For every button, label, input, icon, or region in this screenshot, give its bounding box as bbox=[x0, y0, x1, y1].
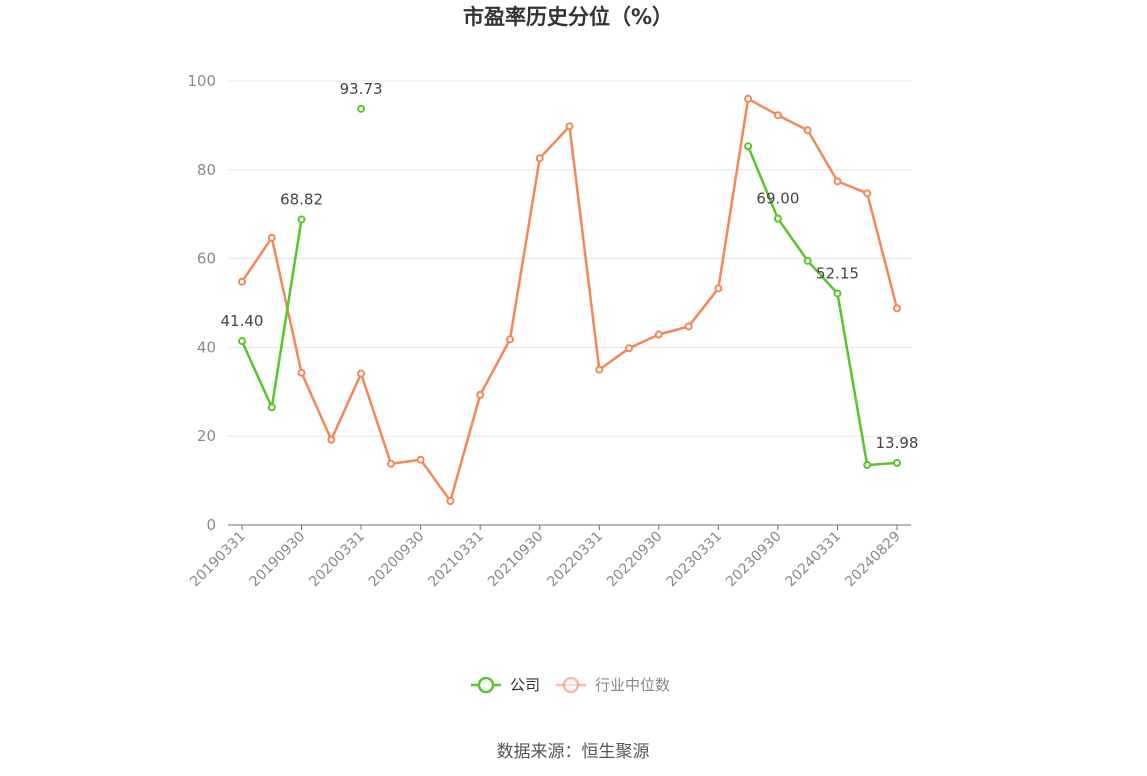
data-point bbox=[803, 256, 812, 265]
data-point bbox=[595, 365, 604, 374]
data-point bbox=[863, 189, 872, 198]
data-point bbox=[684, 322, 693, 331]
data-point bbox=[476, 390, 485, 399]
legend[interactable]: 公司 行业中位数 bbox=[471, 676, 670, 694]
x-tick-label: 20220930 bbox=[604, 529, 666, 591]
y-tick-label: 40 bbox=[197, 338, 216, 356]
y-tick-label: 60 bbox=[197, 250, 216, 268]
data-label: 41.40 bbox=[221, 312, 264, 330]
x-tick-label: 20240829 bbox=[842, 529, 904, 591]
data-point bbox=[773, 111, 782, 120]
series-line bbox=[746, 145, 898, 467]
grid-lines bbox=[228, 80, 911, 437]
legend-label: 行业中位数 bbox=[595, 676, 670, 694]
chart-title: 市盈率历史分位（%） bbox=[463, 5, 673, 29]
x-tick-label: 20210331 bbox=[425, 529, 487, 591]
data-labels: 41.40 68.82 93.73 69.00 52.15 13.98 bbox=[221, 80, 919, 452]
x-tick-label: 20230930 bbox=[723, 529, 785, 591]
legend-label: 公司 bbox=[510, 676, 540, 694]
x-tick-label: 20230331 bbox=[663, 529, 725, 591]
data-label: 13.98 bbox=[876, 434, 919, 452]
data-point bbox=[714, 284, 723, 293]
data-point bbox=[565, 122, 574, 131]
legend-item[interactable]: 行业中位数 bbox=[556, 676, 670, 694]
data-point bbox=[863, 461, 872, 470]
data-label: 52.15 bbox=[816, 264, 859, 282]
series-company bbox=[238, 104, 901, 470]
data-point bbox=[744, 94, 753, 103]
data-point bbox=[357, 104, 366, 113]
data-point bbox=[625, 344, 634, 353]
series-layer bbox=[238, 94, 901, 506]
y-tick-label: 80 bbox=[197, 161, 216, 179]
data-label: 69.00 bbox=[756, 190, 799, 208]
y-tick-label: 20 bbox=[197, 427, 216, 445]
y-tick-label: 0 bbox=[206, 516, 216, 534]
data-point bbox=[505, 335, 514, 344]
data-label: 68.82 bbox=[280, 190, 323, 208]
data-point bbox=[297, 368, 306, 377]
data-point bbox=[446, 497, 455, 506]
data-point bbox=[893, 304, 901, 313]
x-tick-label: 20190331 bbox=[187, 529, 249, 591]
data-point bbox=[386, 459, 395, 468]
legend-item[interactable]: 公司 bbox=[471, 676, 540, 694]
data-point bbox=[773, 214, 782, 223]
data-point bbox=[327, 435, 336, 444]
y-axis: 0 20 40 60 80 100 bbox=[187, 72, 216, 534]
x-axis: 2019033120190930202003312020093020210331… bbox=[187, 524, 911, 591]
x-tick-label: 20190930 bbox=[247, 529, 309, 591]
series-industry bbox=[238, 94, 901, 506]
data-point bbox=[267, 403, 276, 412]
x-tick-label: 20210930 bbox=[485, 529, 547, 591]
data-point bbox=[833, 289, 842, 298]
x-tick-label: 20200331 bbox=[306, 529, 368, 591]
data-point bbox=[416, 455, 425, 464]
series-line bbox=[240, 97, 899, 503]
x-tick-label: 20200930 bbox=[366, 529, 428, 591]
data-point bbox=[238, 277, 246, 286]
data-label: 93.73 bbox=[340, 80, 383, 98]
data-point bbox=[357, 369, 366, 378]
source-note: 数据来源：恒生聚源 bbox=[497, 742, 650, 762]
data-point bbox=[833, 177, 842, 186]
x-tick-label: 20220331 bbox=[544, 529, 606, 591]
data-point bbox=[654, 330, 663, 339]
legend-marker bbox=[562, 676, 580, 694]
legend-marker bbox=[477, 676, 495, 694]
data-point bbox=[803, 126, 812, 135]
data-point bbox=[238, 337, 246, 346]
data-point bbox=[893, 458, 901, 467]
y-tick-label: 100 bbox=[187, 72, 216, 90]
data-point bbox=[297, 215, 306, 224]
x-tick-label: 20240331 bbox=[783, 529, 845, 591]
data-point bbox=[744, 142, 753, 151]
data-point bbox=[267, 233, 276, 242]
data-point bbox=[535, 154, 544, 163]
